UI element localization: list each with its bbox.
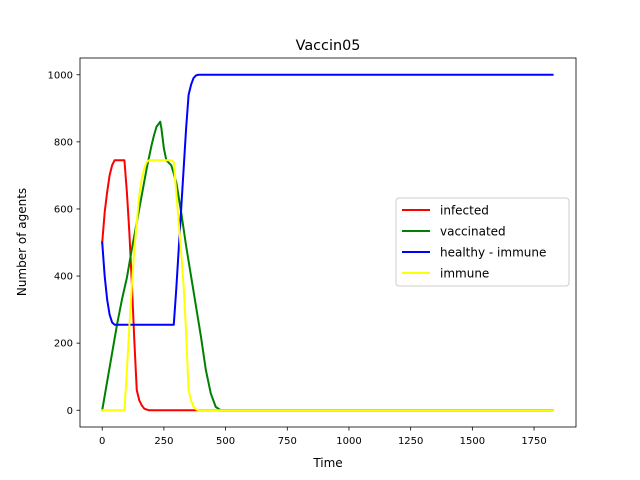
legend-box [395, 197, 570, 287]
x-tick-label-1: 250 [154, 436, 173, 447]
axes-layer: 0 250 500 750 1000 1250 1500 1750 0 200 400 600 800 1… [48, 57, 577, 447]
y-tick-label-2: 400 [54, 272, 73, 283]
legend-label-0: infected [440, 203, 489, 217]
x-tick-label-0: 0 [99, 436, 105, 447]
x-tick-label-7: 1750 [521, 436, 546, 447]
y-tick-label-5: 1000 [48, 70, 73, 81]
series-line-1 [101, 120, 554, 412]
x-tick-label-3: 750 [278, 436, 297, 447]
x-tick-label-6: 1500 [460, 436, 485, 447]
series-line-0 [101, 159, 554, 412]
y-tick-label-3: 600 [54, 205, 73, 216]
x-tick-label-5: 1250 [398, 436, 423, 447]
y-tick-label-4: 800 [54, 137, 73, 148]
x-tick-label-4: 1000 [336, 436, 361, 447]
x-axis-label: Time [312, 456, 342, 470]
legend: infected vaccinated healthy - immune immune [395, 197, 570, 287]
legend-label-3: immune [440, 266, 489, 280]
legend-label-1: vaccinated [440, 224, 506, 238]
series-line-3 [101, 159, 554, 412]
axes-frame [79, 57, 577, 428]
y-tick-label-1: 200 [54, 339, 73, 350]
chart-title: Vaccin05 [296, 38, 361, 54]
y-axis-label: Number of agents [15, 188, 29, 296]
legend-label-2: healthy - immune [440, 245, 546, 259]
y-tick-label-0: 0 [67, 406, 73, 417]
x-tick-label-2: 500 [216, 436, 235, 447]
series-line-2 [101, 73, 554, 326]
series-layer [101, 73, 554, 412]
